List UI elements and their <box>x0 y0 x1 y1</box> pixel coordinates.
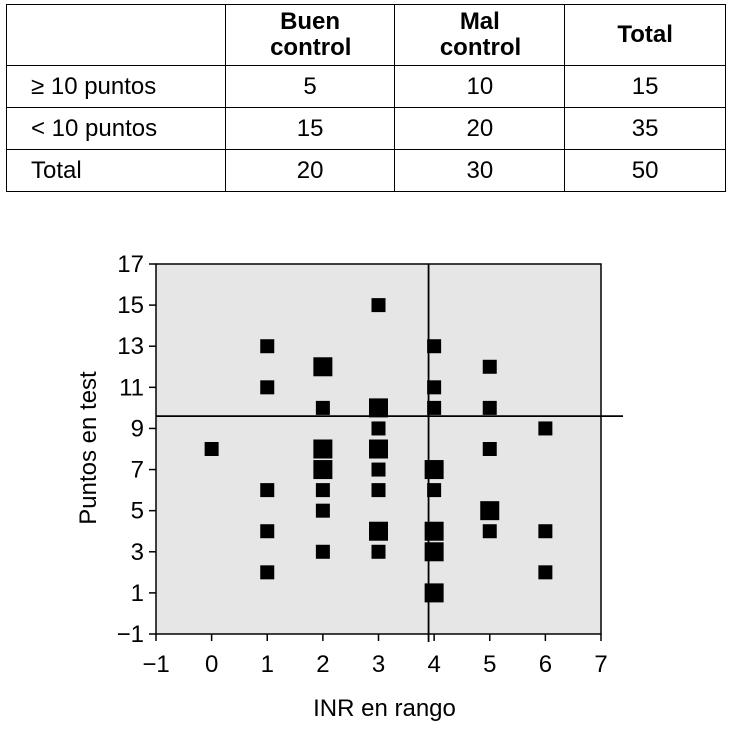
data-point <box>371 483 386 498</box>
table-cell: 50 <box>564 149 726 192</box>
data-point <box>313 460 333 480</box>
row-label: ≥ 10 puntos <box>6 65 226 108</box>
y-tick-label: 13 <box>117 333 144 360</box>
data-point <box>260 339 275 354</box>
data-point <box>482 524 497 539</box>
data-point <box>424 521 444 541</box>
x-tick-label: −1 <box>142 651 169 678</box>
data-point <box>482 400 497 415</box>
table-header-total: Total <box>564 4 726 66</box>
data-point <box>538 565 553 580</box>
contingency-table: Buen control Mal control Total ≥ 10 punt… <box>6 4 726 192</box>
data-point <box>482 442 497 456</box>
table-cell: 20 <box>224 149 396 192</box>
y-tick-label: 9 <box>131 415 144 442</box>
table-row: ≥ 10 puntos 5 10 15 <box>6 65 726 108</box>
header-label: Buen control <box>270 8 352 61</box>
data-point <box>315 483 330 498</box>
y-axis-label: Puntos en test <box>75 371 102 525</box>
data-point <box>260 565 275 580</box>
data-point <box>369 521 388 541</box>
data-point <box>371 421 386 436</box>
table-cell: 30 <box>394 149 566 192</box>
table-header-mal-control: Mal control <box>394 4 566 66</box>
data-point <box>371 298 386 313</box>
y-tick-label: 3 <box>131 539 144 566</box>
y-tick-label: 1 <box>131 580 144 607</box>
y-tick-label: 15 <box>117 292 144 319</box>
y-tick-label: 5 <box>131 498 144 525</box>
header-label: Mal control <box>439 8 522 61</box>
data-point <box>424 583 444 603</box>
data-point <box>371 462 386 477</box>
table-header-corner <box>6 4 226 66</box>
data-point <box>427 339 442 354</box>
table-cell: 15 <box>224 107 396 150</box>
y-tick-label: 17 <box>117 251 144 278</box>
data-point <box>260 483 275 498</box>
data-point <box>313 357 333 377</box>
data-point <box>424 542 444 562</box>
data-point <box>538 524 553 539</box>
data-point <box>369 398 388 418</box>
data-point <box>315 400 330 415</box>
data-point <box>482 359 497 374</box>
table-cell: 20 <box>394 107 566 150</box>
table-cell: 5 <box>224 65 396 108</box>
data-point <box>260 524 275 539</box>
x-tick-label: 6 <box>539 651 552 678</box>
x-tick-label: 2 <box>316 651 329 678</box>
data-points <box>204 298 553 603</box>
table-cell: 10 <box>394 65 566 108</box>
data-point <box>313 439 333 459</box>
data-point <box>480 501 500 521</box>
x-tick-label: 1 <box>261 651 274 678</box>
table-cell: 35 <box>564 107 726 150</box>
data-point <box>427 380 442 395</box>
data-point <box>427 483 442 498</box>
y-tick-label: 7 <box>131 457 144 484</box>
x-tick-label: 4 <box>427 651 440 678</box>
y-tick-label: 11 <box>119 374 144 401</box>
y-tick-label: −1 <box>117 621 144 648</box>
data-point <box>204 442 219 456</box>
data-point <box>371 544 386 559</box>
table-row: Total 20 30 50 <box>6 149 726 192</box>
data-point <box>424 460 444 480</box>
row-label: Total <box>6 149 226 192</box>
x-tick-label: 0 <box>205 651 218 678</box>
data-point <box>315 544 330 559</box>
data-point <box>315 503 330 518</box>
data-point <box>427 400 442 415</box>
data-point <box>538 421 553 436</box>
table-row: < 10 puntos 15 20 35 <box>6 107 726 150</box>
x-axis-label: INR en rango <box>313 695 456 722</box>
x-tick-label: 5 <box>483 651 496 678</box>
x-tick-label: 3 <box>372 651 385 678</box>
data-point <box>260 380 275 395</box>
x-tick-label: 7 <box>594 651 607 678</box>
data-point <box>369 439 388 459</box>
